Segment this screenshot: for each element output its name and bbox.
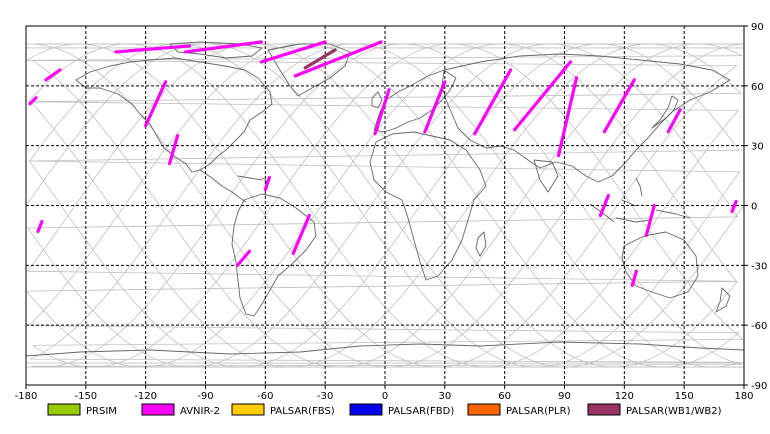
orbit-track [30, 43, 743, 368]
europe-outline [373, 69, 457, 133]
legend: PRSIM AVNIR-2 PALSAR(FBS) PALSAR(FBD) PALSAR… [47, 403, 722, 417]
acquisition-strip [423, 80, 447, 134]
legend-swatch [47, 403, 81, 416]
acquisition-strip [183, 40, 263, 54]
acquisition-strip [303, 48, 337, 70]
acquisition-strip [598, 193, 610, 218]
new-zealand-outline [715, 287, 731, 313]
acquisition-strip [36, 219, 44, 234]
acquisition-strip [259, 40, 327, 64]
legend-label: PALSAR(WB1/WB2) [626, 406, 722, 417]
legend-label: AVNIR-2 [180, 406, 220, 417]
longitude-tick-label: -120 [134, 391, 157, 402]
acquisition-strip [235, 249, 251, 267]
longitude-tick-label: 90 [558, 391, 571, 402]
legend-label: PALSAR(FBD) [388, 406, 454, 417]
africa-outline [369, 131, 487, 281]
legend-swatch [587, 403, 621, 416]
antarctica-outline [25, 341, 745, 357]
central-america-outline [199, 169, 247, 203]
longitude-tick-label: 120 [615, 391, 634, 402]
acquisition-strip [263, 175, 271, 192]
legend-swatch [349, 403, 383, 416]
longitude-tick-label: 180 [734, 391, 753, 402]
longitude-tick-label: 60 [498, 391, 511, 402]
asia-outline [441, 53, 731, 183]
latitude-tick-label: 30 [751, 142, 764, 153]
acquisition-strip [666, 108, 682, 134]
longitude-tick-label: -150 [74, 391, 97, 402]
legend-swatch [467, 403, 501, 416]
indonesia-outline [589, 199, 691, 223]
philippines-outline [635, 177, 643, 197]
legend-label: PRSIM [86, 406, 117, 417]
acquisition-strip [28, 96, 38, 106]
longitude-tick-label: -60 [257, 391, 273, 402]
acquisition-strip [291, 213, 311, 255]
legend-swatch [141, 403, 175, 416]
legend-swatch [231, 403, 265, 416]
latitude-tick-labels: 90 60 30 0 -30 -60 -90 [744, 22, 767, 392]
british-isles-outline [371, 91, 383, 109]
longitude-tick-label: 30 [438, 391, 451, 402]
latitude-tick-label: 90 [751, 22, 764, 33]
south-america-outline [231, 193, 317, 317]
japan-outline [651, 95, 679, 129]
acquisition-strip [473, 68, 513, 136]
legend-label: PALSAR(FBS) [270, 406, 335, 417]
acquisition-strips [28, 40, 738, 287]
madagascar-outline [475, 231, 487, 257]
australia-outline [621, 231, 699, 299]
latitude-tick-label: 60 [751, 82, 764, 93]
acquisition-strip [44, 68, 62, 82]
acquisition-strip [373, 88, 391, 136]
longitude-tick-label: 150 [675, 391, 694, 402]
acquisition-strip [114, 44, 192, 54]
acquisition-strip [602, 78, 636, 134]
orbit-track [27, 43, 739, 368]
longitude-tick-labels: -180 -150 -120 -90 -60 -30 0 30 60 90 120 150 180 [15, 385, 754, 402]
orbit-track [26, 43, 739, 368]
acquisition-strip [630, 269, 638, 287]
orbit-track [25, 43, 745, 368]
acquisition-strip [556, 76, 579, 158]
acquisition-strip [293, 40, 383, 78]
india-outline [533, 159, 559, 193]
longitude-tick-label: 0 [382, 391, 388, 402]
north-america-outline [75, 57, 273, 173]
latitude-tick-label: -90 [751, 381, 767, 392]
acquisition-strip [730, 199, 738, 214]
orbit-track [29, 43, 742, 368]
legend-label: PALSAR(PLR) [506, 406, 571, 417]
longitude-tick-label: -180 [15, 391, 38, 402]
acquisition-strip [144, 80, 168, 128]
latitude-tick-label: -30 [751, 261, 767, 272]
latitude-tick-label: -60 [751, 321, 767, 332]
orbit-track [25, 43, 738, 368]
longitude-tick-label: -90 [197, 391, 213, 402]
acquisition-strip [644, 203, 656, 238]
latitude-tick-label: 0 [751, 202, 757, 213]
acquisition-strip [168, 134, 180, 166]
longitude-tick-label: -30 [317, 391, 333, 402]
acquisition-strip [513, 60, 573, 132]
